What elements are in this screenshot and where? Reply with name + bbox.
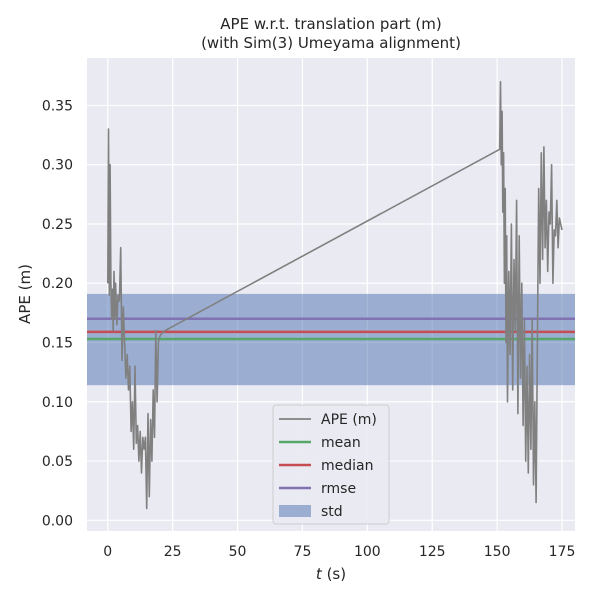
legend-median-label: median bbox=[321, 458, 373, 474]
x-axis-unit: (s) bbox=[322, 565, 346, 583]
y-tick-label: 0.25 bbox=[42, 217, 73, 233]
x-tick-label: 50 bbox=[229, 544, 247, 560]
legend: APE (m) mean median rmse std bbox=[272, 404, 390, 525]
y-tick-labels: 0.00 0.05 0.10 0.15 0.20 0.25 0.30 0.35 bbox=[42, 98, 73, 529]
legend-ape-label: APE (m) bbox=[321, 412, 377, 428]
legend-mean-label: mean bbox=[321, 435, 361, 451]
legend-box bbox=[272, 404, 390, 525]
y-tick-label: 0.35 bbox=[42, 98, 73, 114]
legend-std-label: std bbox=[321, 504, 343, 520]
y-tick-label: 0.05 bbox=[42, 454, 73, 470]
y-tick-label: 0.20 bbox=[42, 276, 73, 292]
x-tick-label: 125 bbox=[419, 544, 446, 560]
y-tick-label: 0.15 bbox=[42, 336, 73, 352]
x-tick-label: 25 bbox=[164, 544, 182, 560]
ape-series-line bbox=[107, 80, 563, 510]
legend-rmse-label: rmse bbox=[321, 481, 356, 497]
y-tick-label: 0.30 bbox=[42, 158, 73, 174]
x-tick-label: 100 bbox=[354, 544, 381, 560]
x-tick-label: 150 bbox=[484, 544, 511, 560]
chart-subtitle: (with Sim(3) Umeyama alignment) bbox=[201, 34, 461, 52]
y-tick-label: 0.00 bbox=[42, 513, 73, 529]
stat-lines-group bbox=[87, 317, 575, 341]
x-tick-labels: 0 25 50 75 100 125 150 175 bbox=[103, 544, 575, 560]
chart-title: APE w.r.t. translation part (m) bbox=[220, 15, 441, 33]
x-axis-label: t (s) bbox=[316, 565, 346, 583]
ape-series-group bbox=[107, 80, 563, 510]
x-tick-label: 0 bbox=[103, 544, 112, 560]
x-axis-variable: t bbox=[316, 565, 323, 583]
y-axis-label: APE (m) bbox=[16, 264, 34, 324]
x-tick-label: 75 bbox=[294, 544, 312, 560]
legend-std-swatch bbox=[279, 505, 311, 517]
x-tick-label: 175 bbox=[549, 544, 576, 560]
y-tick-label: 0.10 bbox=[42, 395, 73, 411]
